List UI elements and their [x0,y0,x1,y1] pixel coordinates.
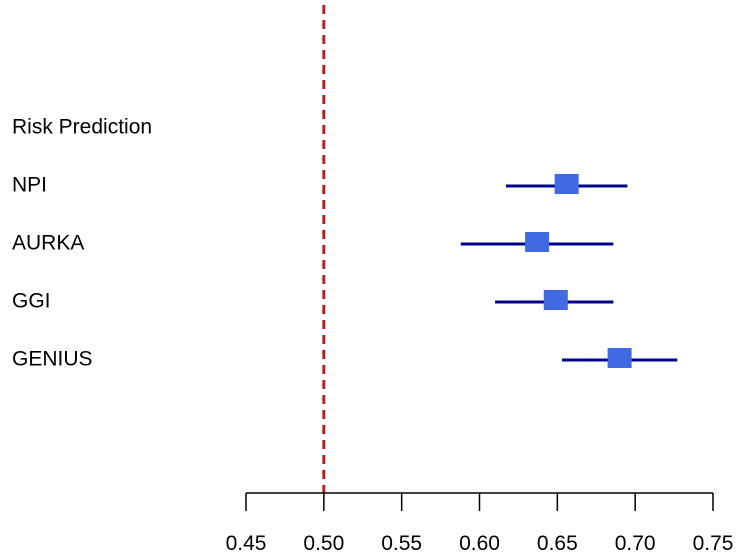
x-tick-label: 0.70 [615,532,656,555]
forest-rows: NPI AURKA GGI GENIUS [12,174,678,371]
header-label: Risk Prediction [12,116,152,139]
x-tick-label: 0.60 [459,532,500,555]
row-ggi: GGI [12,290,614,313]
estimate-marker [607,348,632,368]
x-tick-label: 0.50 [303,532,344,555]
x-tick-label: 0.55 [381,532,422,555]
x-tick-label: 0.75 [693,532,734,555]
row-aurka: AURKA [12,232,614,255]
estimate-marker [543,290,568,310]
row-npi: NPI [12,174,628,197]
row-genius: GENIUS [12,348,678,371]
x-tick-label: 0.45 [226,532,267,555]
estimate-marker [554,174,579,194]
row-label: GENIUS [12,348,93,371]
x-tick-label: 0.65 [537,532,578,555]
x-axis: 0.45 0.50 0.55 0.60 0.65 0.70 0.75 [226,492,734,555]
estimate-marker [525,232,550,252]
row-label: NPI [12,174,47,197]
row-label: GGI [12,290,51,313]
row-label: AURKA [12,232,84,255]
